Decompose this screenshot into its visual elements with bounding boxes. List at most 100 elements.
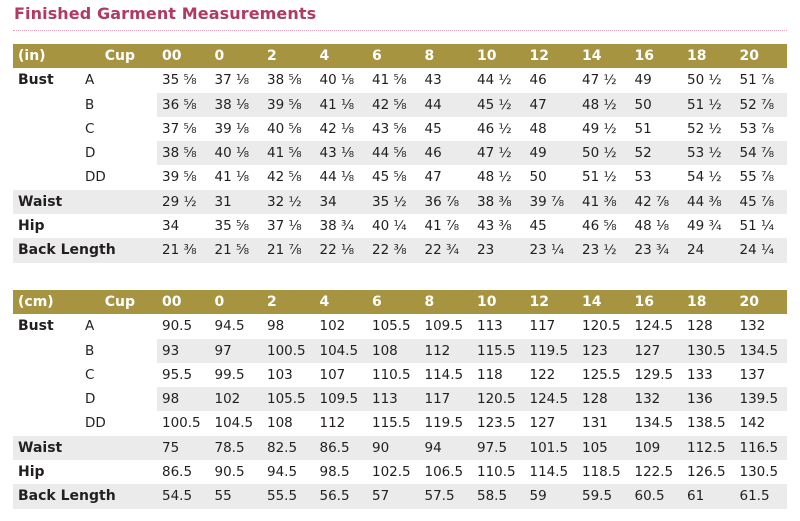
measurement-cell: 41 ⅞ <box>424 218 460 235</box>
measurement-cell: 42 ⅝ <box>267 169 302 186</box>
measurement-cell: 137 <box>739 366 766 383</box>
measurement-cell: 122 <box>529 366 556 383</box>
bust-row-a: Bust A 35 ⅝ 37 ⅛ 38 ⅝ 40 ⅛ 41 ⅝ 43 44 ½ 46 47 ½ 49 5… <box>13 68 787 92</box>
measurement-cell: 37 ⅛ <box>267 218 302 235</box>
measurement-cell: 55 <box>209 484 262 509</box>
measurement-cell: 45 ½ <box>472 92 525 117</box>
back-length-row: Back Length 54.5 55 55.5 56.5 57 57.5 58.5 59 59.… <box>13 484 787 509</box>
measurement-cell: 107 <box>319 366 346 383</box>
measurement-cell: 105.5 <box>372 318 411 335</box>
size-header-4: 4 <box>314 44 367 69</box>
measurement-cell: 44 ½ <box>477 72 512 89</box>
measurement-cell: 127 <box>529 415 556 432</box>
waist-label: Waist <box>13 435 157 461</box>
measurement-cell: 131 <box>582 415 608 432</box>
measurement-cell: 101.5 <box>524 435 577 461</box>
measurement-cell: 130.5 <box>682 338 735 363</box>
measurement-cell: 102.5 <box>372 464 411 481</box>
measurement-cell: 115.5 <box>472 338 525 363</box>
measurement-cell: 125.5 <box>582 366 621 383</box>
measurement-cell: 139.5 <box>734 387 787 412</box>
bust-row-c: C 37 ⅝ 39 ⅛ 40 ⅝ 42 ⅛ 43 ⅝ 45 46 ½ 48 49 ½ 51 52 ½ 5… <box>13 117 787 141</box>
measurement-cell: 31 <box>209 189 262 215</box>
measurement-cell: 47 <box>524 92 577 117</box>
size-header-18: 18 <box>682 290 735 315</box>
measurement-cell: 106.5 <box>424 464 464 481</box>
measurement-cell: 48 ⅛ <box>634 218 670 235</box>
measurement-cell: 56.5 <box>314 484 367 509</box>
measurement-cell: 124.5 <box>524 387 577 412</box>
measurement-cell: 130.5 <box>739 464 779 481</box>
page-title: Finished Garment Measurements <box>14 4 317 23</box>
measurement-cell: 41 ⅜ <box>577 189 630 215</box>
measurement-cell: 45 <box>424 120 442 137</box>
measurement-cell: 126.5 <box>687 464 726 481</box>
measurement-cell: 52 ½ <box>687 120 722 137</box>
bust-label-spacer <box>13 141 80 166</box>
measurement-cell: 43 <box>424 72 442 89</box>
measurement-cell: 118.5 <box>582 464 621 481</box>
size-header-16: 16 <box>629 290 682 315</box>
cup-header: Cup <box>80 44 157 69</box>
measurement-cell: 45 ⅝ <box>372 169 407 186</box>
bust-label: Bust <box>18 72 54 89</box>
bust-label-spacer <box>13 117 80 141</box>
waist-row: Waist 75 78.5 82.5 86.5 90 94 97.5 101.5 105 109 11… <box>13 435 787 461</box>
cup-size-label: C <box>85 120 95 137</box>
measurement-cell: 46 ⅝ <box>582 218 617 235</box>
cup-size-label: A <box>85 318 95 335</box>
measurement-cell: 47 <box>424 169 442 186</box>
measurement-cell: 58.5 <box>472 484 525 509</box>
measurement-cell: 44 ⅝ <box>367 141 420 166</box>
measurement-cell: 23 ¾ <box>629 238 682 263</box>
measurement-cell: 112 <box>319 415 346 432</box>
cup-size-label: B <box>80 338 157 363</box>
measurement-cell: 117 <box>419 387 472 412</box>
measurement-cell: 123 <box>577 338 630 363</box>
measurement-cell: 110.5 <box>372 366 411 383</box>
size-header-20: 20 <box>734 290 787 315</box>
measurement-cell: 51 <box>634 120 652 137</box>
measurement-cell: 22 ⅛ <box>314 238 367 263</box>
measurement-cell: 38 ⅝ <box>267 72 302 89</box>
measurement-cell: 78.5 <box>209 435 262 461</box>
measurement-cell: 45 ⅞ <box>734 189 787 215</box>
measurement-cell: 138.5 <box>687 415 726 432</box>
hip-label: Hip <box>13 460 157 485</box>
measurement-cell: 50 ½ <box>687 72 722 89</box>
measurement-cell: 124.5 <box>634 318 674 335</box>
size-header-2: 2 <box>262 290 315 315</box>
measurement-cell: 46 <box>529 72 547 89</box>
size-header-16: 16 <box>629 44 682 69</box>
title-divider <box>13 30 787 31</box>
size-header-0: 0 <box>209 44 262 69</box>
bust-label: Bust <box>18 318 54 335</box>
measurement-cell: 41 ⅛ <box>214 169 250 186</box>
measurement-cell: 39 ⅝ <box>162 169 197 186</box>
measurement-cell: 95.5 <box>162 366 193 383</box>
measurement-cell: 119.5 <box>524 338 577 363</box>
measurement-cell: 21 ⅜ <box>157 238 210 263</box>
measurement-cell: 75 <box>157 435 210 461</box>
measurement-cell: 32 ½ <box>262 189 315 215</box>
cup-size-label: DD <box>85 169 106 186</box>
size-header-6: 6 <box>367 290 420 315</box>
bust-label-spacer <box>13 338 80 363</box>
hip-row: Hip 86.5 90.5 94.5 98.5 102.5 106.5 110.5 114.5 1… <box>13 460 787 485</box>
measurement-cell: 51 ½ <box>582 169 617 186</box>
measurement-cell: 35 ⅝ <box>214 218 250 235</box>
measurement-cell: 115.5 <box>372 415 411 432</box>
measurement-cell: 109.5 <box>424 318 464 335</box>
measurement-cell: 29 ½ <box>157 189 210 215</box>
measurement-cell: 44 <box>419 92 472 117</box>
measurement-cell: 109.5 <box>314 387 367 412</box>
hip-label: Hip <box>13 214 157 239</box>
measurement-cell: 43 ⅝ <box>372 120 407 137</box>
size-header-10: 10 <box>472 290 525 315</box>
bust-label-spacer <box>13 165 80 189</box>
hip-row: Hip 34 35 ⅝ 37 ⅛ 38 ¾ 40 ¼ 41 ⅞ 43 ⅜ 45 46 ⅝ 48 ⅛ 4… <box>13 214 787 239</box>
measurement-cell: 36 ⅝ <box>157 92 210 117</box>
measurement-cell: 40 ¼ <box>372 218 407 235</box>
